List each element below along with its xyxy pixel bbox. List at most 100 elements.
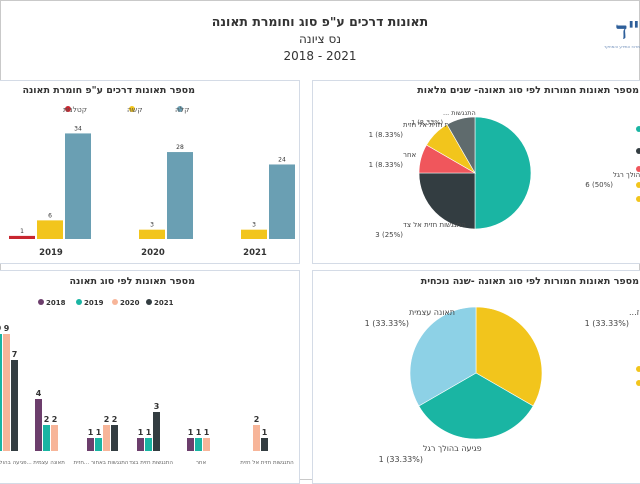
legend-marker [636,366,640,372]
data-label: 7 [12,350,18,359]
pie-slice [409,306,477,407]
logo-mark: "ד [615,16,640,45]
pie-slice-value: 6 (50%) [585,181,613,189]
pie-slice-label: התנגשות חזית אל חזית [403,121,471,129]
data-label: 3 [150,222,154,229]
bar [167,152,193,239]
pie-slice-value: 1 (8.33%) [369,161,404,169]
pie-all-years-title: מספר תאונות חמורות לפי סוג תאונה- שנים מ… [417,85,639,96]
legend-marker [65,106,71,112]
data-label: 2 [112,415,118,424]
pie-slice-value: 1 (8.33%) [411,119,443,127]
data-label: 3 [252,222,256,229]
city-name: נס ציונה [298,32,342,46]
pie-slice-label: התנגשות חזית אל חז... [629,308,640,317]
legend-marker [38,299,44,305]
legend-label: 2019 [84,299,104,307]
bar [253,425,260,451]
legend-marker [129,106,135,112]
bar [51,425,58,451]
pie-slice [418,372,534,440]
data-label: 6 [48,212,52,219]
legend-marker [636,182,640,188]
data-label: 1 [96,428,102,437]
year-range: 2021 - 2018 [283,49,357,63]
type-by-year-chart: 2018201920202021997...פגיעה בהולך רגל422… [0,299,294,466]
pie-slice-label: אחר [403,151,417,159]
legend-marker [177,106,183,112]
data-label: 9 [0,324,2,333]
data-label: 4 [36,389,42,398]
type-by-year-title: מספר תאונות לפי סוג תאונה [69,276,195,287]
x-tick-label: ...פגיעה בהולך רגל [0,459,32,466]
legend-label: קטלנית [63,105,87,114]
pie-slice-label: תאונה עצמית [409,308,455,317]
data-label: 9 [4,324,10,333]
data-label: 1 [204,428,210,437]
pie-slice-value: 3 (25%) [375,231,403,239]
pie-slice-label: פגיעה בהולך רגל [613,171,640,179]
x-tick-label: התנגשות חזית אל חזית [240,459,294,466]
data-label: 1 [188,428,194,437]
pie-all-years-panel: מספר תאונות חמורות לפי סוג תאונה- שנים מ… [312,80,640,264]
x-tick-label: התנגשות חזית בצד [129,460,173,466]
pie-slice-label: התנגשות ... [443,109,476,117]
data-label: 1 [196,428,202,437]
severity-panel: מספר תאונות דרכים ע"פ חומרת תאונה קטלנית… [0,80,300,264]
data-label: 1 [146,428,152,437]
bar [3,334,10,451]
data-label: 1 [20,228,24,235]
bar [153,412,160,451]
pie-current-year-title: מספר תאונות חמורות לפי סוג תאונה -שנה נו… [420,276,639,287]
bar [269,164,295,239]
logo-subtitle: מרכז המידע והמחקר [603,44,640,49]
pie-slice [418,172,476,230]
bar [145,438,152,451]
type-by-year-panel: מספר תאונות לפי סוג תאונה 2018 2019 2020 20… [0,270,300,484]
legend-label: קשה [127,105,143,114]
legend-marker [636,196,640,202]
bar [87,438,94,451]
pie-current-year-chart: התנגשות חזית אל חז...1 (33.33%)פגיעה בהו… [365,306,640,464]
bar [37,220,63,239]
dashboard-header: תאונות דרכים ע"פ סוג וחומרת תאונה נס ציו… [0,14,640,65]
legend-marker [112,299,118,305]
bar [65,133,91,239]
org-logo: "ד מרכז המידע והמחקר [600,16,640,50]
legend-label: קלה [175,105,189,114]
data-label: 1 [262,428,268,437]
legend-marker [636,380,640,386]
bar [203,438,210,451]
bar [195,438,202,451]
data-label: 34 [74,125,82,132]
bar [111,425,118,451]
pie-slice-label: פגיעה בהולך רגל [423,444,482,453]
bar [103,425,110,451]
pie-slice-value: 1 (33.33%) [585,319,629,328]
pie-slice-label: התנגשות חזית אל צד [403,221,466,229]
legend-label: 2020 [120,299,140,307]
pie-slice [446,116,476,175]
data-label: 1 [138,428,144,437]
pie-slice-value: 1 (33.33%) [365,319,409,328]
severity-chart-title: מספר תאונות דרכים ע"פ חומרת תאונה [22,85,195,96]
data-label: 2 [254,415,260,424]
x-tick-label: 2020 [141,248,165,258]
pie-slice [475,306,543,407]
data-label: 2 [44,415,50,424]
legend-marker [76,299,82,305]
bar [11,360,18,451]
bar [35,399,42,451]
data-label: 24 [278,156,286,163]
bar [43,425,50,451]
bar [137,438,144,451]
x-tick-label: אחר [196,460,207,466]
data-label: 2 [52,415,58,424]
bar [261,438,268,451]
pie-slice [474,116,532,230]
legend-marker [636,166,640,172]
pie-slice-value: 1 (8.33%) [369,131,404,139]
legend-marker [636,126,640,132]
data-label: 28 [176,144,184,151]
